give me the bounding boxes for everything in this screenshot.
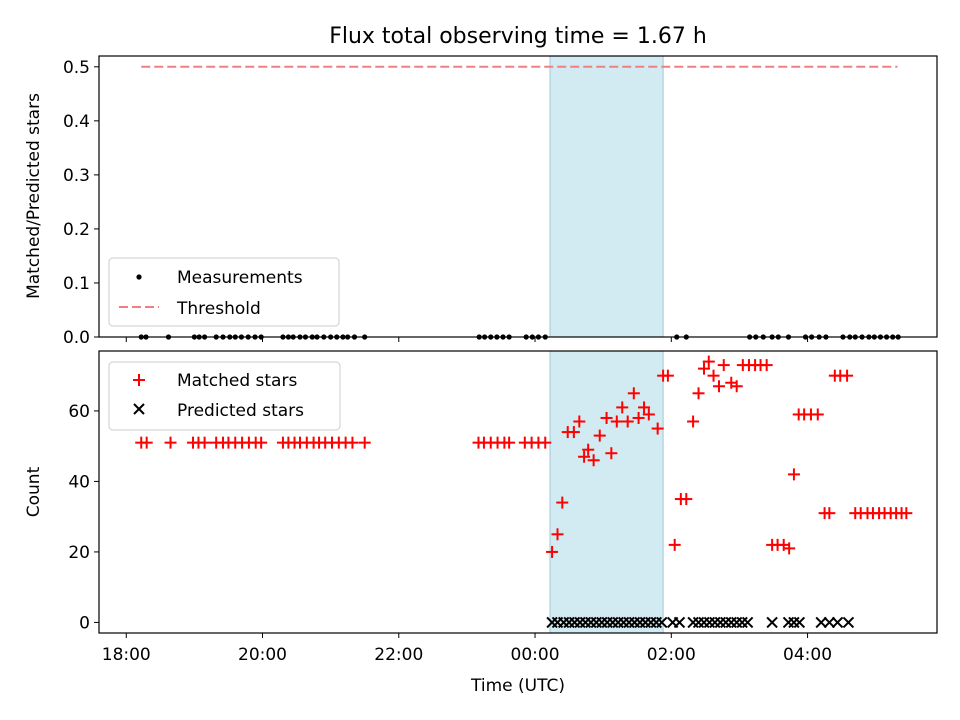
matched-star-point — [616, 401, 629, 414]
legend-measurements-label: Measurements — [177, 268, 303, 288]
y-tick-label: 0.0 — [63, 328, 90, 348]
matched-star-point — [346, 436, 359, 449]
matched-star-point — [539, 436, 552, 449]
matched-star-point — [783, 542, 796, 555]
matched-star-point — [642, 408, 655, 421]
matched-star-point — [632, 411, 645, 424]
x-tick-label: 00:00 — [511, 645, 560, 665]
predicted-stars-points — [546, 616, 855, 629]
matched-star-point — [760, 359, 773, 372]
matched-star-point — [621, 415, 634, 428]
y-tick-label: 0.2 — [63, 220, 90, 240]
top-x-ticks — [125, 337, 809, 342]
matched-star-point — [900, 507, 913, 520]
matched-star-point — [255, 436, 268, 449]
y-tick-label: 20 — [68, 543, 90, 563]
y-tick-label: 40 — [68, 472, 90, 492]
legend-matched-marker — [133, 374, 145, 386]
legend-matched-label: Matched stars — [177, 371, 297, 391]
matched-stars-points — [135, 355, 913, 558]
legend-predicted-marker — [133, 403, 145, 415]
matched-star-point — [140, 436, 153, 449]
matched-star-point — [164, 436, 177, 449]
matched-star-point — [573, 415, 586, 428]
matched-star-point — [712, 380, 725, 393]
matched-star-point — [787, 468, 800, 481]
predicted-star-point — [673, 616, 686, 629]
matched-star-point — [503, 436, 516, 449]
matched-star-point — [551, 528, 564, 541]
matched-star-point — [661, 369, 674, 382]
top-panel: 0.0 0.1 0.2 0.3 0.4 0.5 Matched/Predicted sta… — [24, 55, 938, 348]
predicted-star-point — [766, 616, 778, 629]
top-y-axis-label: Matched/Predicted stars — [24, 93, 44, 299]
top-legend-box — [108, 257, 340, 327]
matched-star-point — [680, 493, 693, 506]
x-tick-label: 22:00 — [374, 645, 423, 665]
predicted-star-point — [741, 616, 754, 629]
x-tick-label: 18:00 — [102, 645, 151, 665]
bottom-legend: Matched stars Predicted stars — [108, 361, 341, 431]
bottom-shaded-region — [549, 350, 664, 634]
y-tick-label: 0.1 — [63, 274, 90, 294]
matched-star-point — [198, 436, 211, 449]
matched-star-point — [707, 369, 720, 382]
matched-star-point — [692, 387, 705, 400]
bottom-panel: 0 20 40 60 18:00 20:00 22:00 00:00 02:00 04:00 C… — [24, 350, 938, 696]
bottom-y-axis: 0 20 40 60 — [68, 402, 99, 633]
matched-star-point — [582, 443, 595, 456]
matched-star-point — [627, 387, 640, 400]
predicted-star-point — [842, 616, 855, 629]
bottom-legend-box — [108, 361, 341, 431]
matched-star-point — [697, 362, 710, 375]
legend-predicted-label: Predicted stars — [177, 401, 304, 421]
top-shaded-region — [549, 55, 664, 338]
y-tick-label: 0.4 — [63, 112, 90, 132]
chart-title: Flux total observing time = 1.67 h — [329, 24, 707, 49]
matched-star-point — [668, 538, 681, 551]
x-tick-label: 20:00 — [238, 645, 287, 665]
bottom-plot-frame — [98, 350, 938, 634]
matched-star-point — [811, 408, 824, 421]
legend-measurements-marker — [136, 274, 142, 280]
matched-star-point — [730, 380, 743, 393]
top-legend: Measurements Threshold — [108, 257, 340, 327]
predicted-star-point — [656, 616, 668, 629]
top-y-axis: 0.0 0.1 0.2 0.3 0.4 0.5 — [63, 58, 99, 348]
matched-star-point — [578, 450, 591, 463]
matched-star-point — [638, 401, 651, 414]
y-tick-label: 0.3 — [63, 166, 90, 186]
matched-star-point — [600, 411, 613, 424]
matched-star-point — [702, 355, 715, 368]
x-axis-label: Time (UTC) — [470, 676, 565, 696]
matched-star-point — [587, 454, 600, 467]
bottom-y-axis-label: Count — [24, 466, 44, 517]
x-axis: 18:00 20:00 22:00 00:00 02:00 04:00 — [102, 633, 832, 665]
predicted-star-point — [793, 616, 806, 629]
matched-star-point — [823, 507, 836, 520]
matched-star-point — [546, 545, 559, 558]
matched-star-point — [593, 429, 606, 442]
matched-star-point — [605, 447, 618, 460]
legend-threshold-label: Threshold — [176, 299, 261, 319]
matched-star-point — [651, 422, 664, 435]
top-plot-frame — [98, 55, 938, 338]
x-tick-label: 02:00 — [647, 645, 696, 665]
x-tick-label: 04:00 — [783, 645, 832, 665]
predicted-star-point — [815, 616, 827, 629]
matched-star-point — [358, 436, 371, 449]
matched-star-point — [841, 369, 854, 382]
matched-star-point — [556, 496, 569, 509]
y-tick-label: 0 — [79, 613, 90, 633]
matched-star-point — [610, 415, 623, 428]
matched-star-point — [687, 415, 700, 428]
y-tick-label: 0.5 — [63, 58, 90, 78]
predicted-star-point — [831, 616, 844, 629]
matched-star-point — [717, 359, 730, 372]
matched-star-point — [567, 426, 580, 439]
y-tick-label: 60 — [68, 402, 90, 422]
predicted-star-point — [823, 616, 836, 629]
